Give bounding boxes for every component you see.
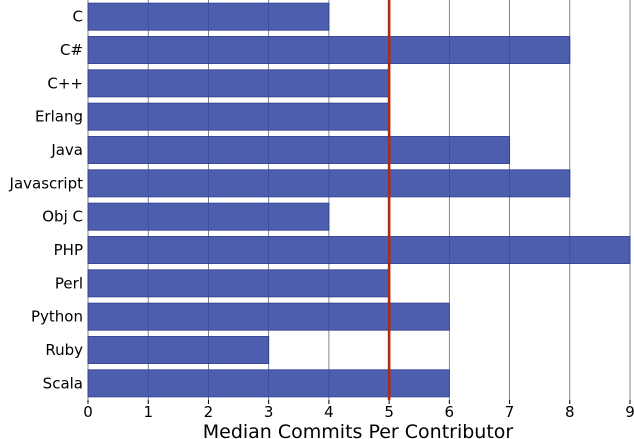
bar-java [87, 136, 511, 164]
y-axis-ticks: C C# C++ Erlang Java Javascript Obj C PHP Perl Py… [9, 8, 84, 393]
bar-c- [87, 36, 571, 64]
y-tick-label-obj-c: Obj C [42, 208, 83, 226]
bar-perl [87, 269, 390, 298]
x-tick-label-8: 8 [565, 403, 575, 421]
y-tick-label-scala: Scala [43, 374, 83, 392]
x-tick-label-6: 6 [445, 403, 455, 421]
y-tick-label-javascript: Javascript [9, 174, 84, 192]
x-tick-label-3: 3 [264, 403, 274, 421]
bar-c- [87, 69, 390, 98]
x-tick-label-7: 7 [505, 403, 515, 421]
x-tick-label-0: 0 [83, 403, 93, 421]
y-tick-label-php: PHP [54, 241, 83, 259]
bars [87, 0, 631, 400]
bar-javascript [87, 169, 571, 198]
y-tick-label-c-: C# [60, 41, 83, 59]
x-tick-label-9: 9 [625, 403, 634, 421]
bar-php [87, 236, 631, 264]
bar-c [87, 2, 330, 31]
bar-ruby [87, 336, 270, 364]
x-tick-label-2: 2 [204, 403, 214, 421]
y-tick-label-c-: C++ [47, 74, 83, 92]
y-tick-label-ruby: Ruby [45, 341, 83, 359]
y-tick-label-python: Python [31, 308, 83, 326]
bar-erlang [87, 102, 390, 131]
x-axis-ticks: 0 1 2 3 4 5 6 7 8 9 [83, 400, 634, 421]
x-tick-label-4: 4 [324, 403, 334, 421]
bar-obj-c [87, 202, 330, 231]
x-tick-label-1: 1 [143, 403, 153, 421]
x-tick-label-5: 5 [384, 403, 394, 421]
x-axis-title: Median Commits Per Contributor [203, 421, 514, 439]
y-tick-label-perl: Perl [55, 274, 83, 292]
y-tick-label-erlang: Erlang [35, 108, 83, 126]
y-tick-label-java: Java [50, 141, 83, 159]
y-tick-label-c: C [73, 8, 83, 26]
